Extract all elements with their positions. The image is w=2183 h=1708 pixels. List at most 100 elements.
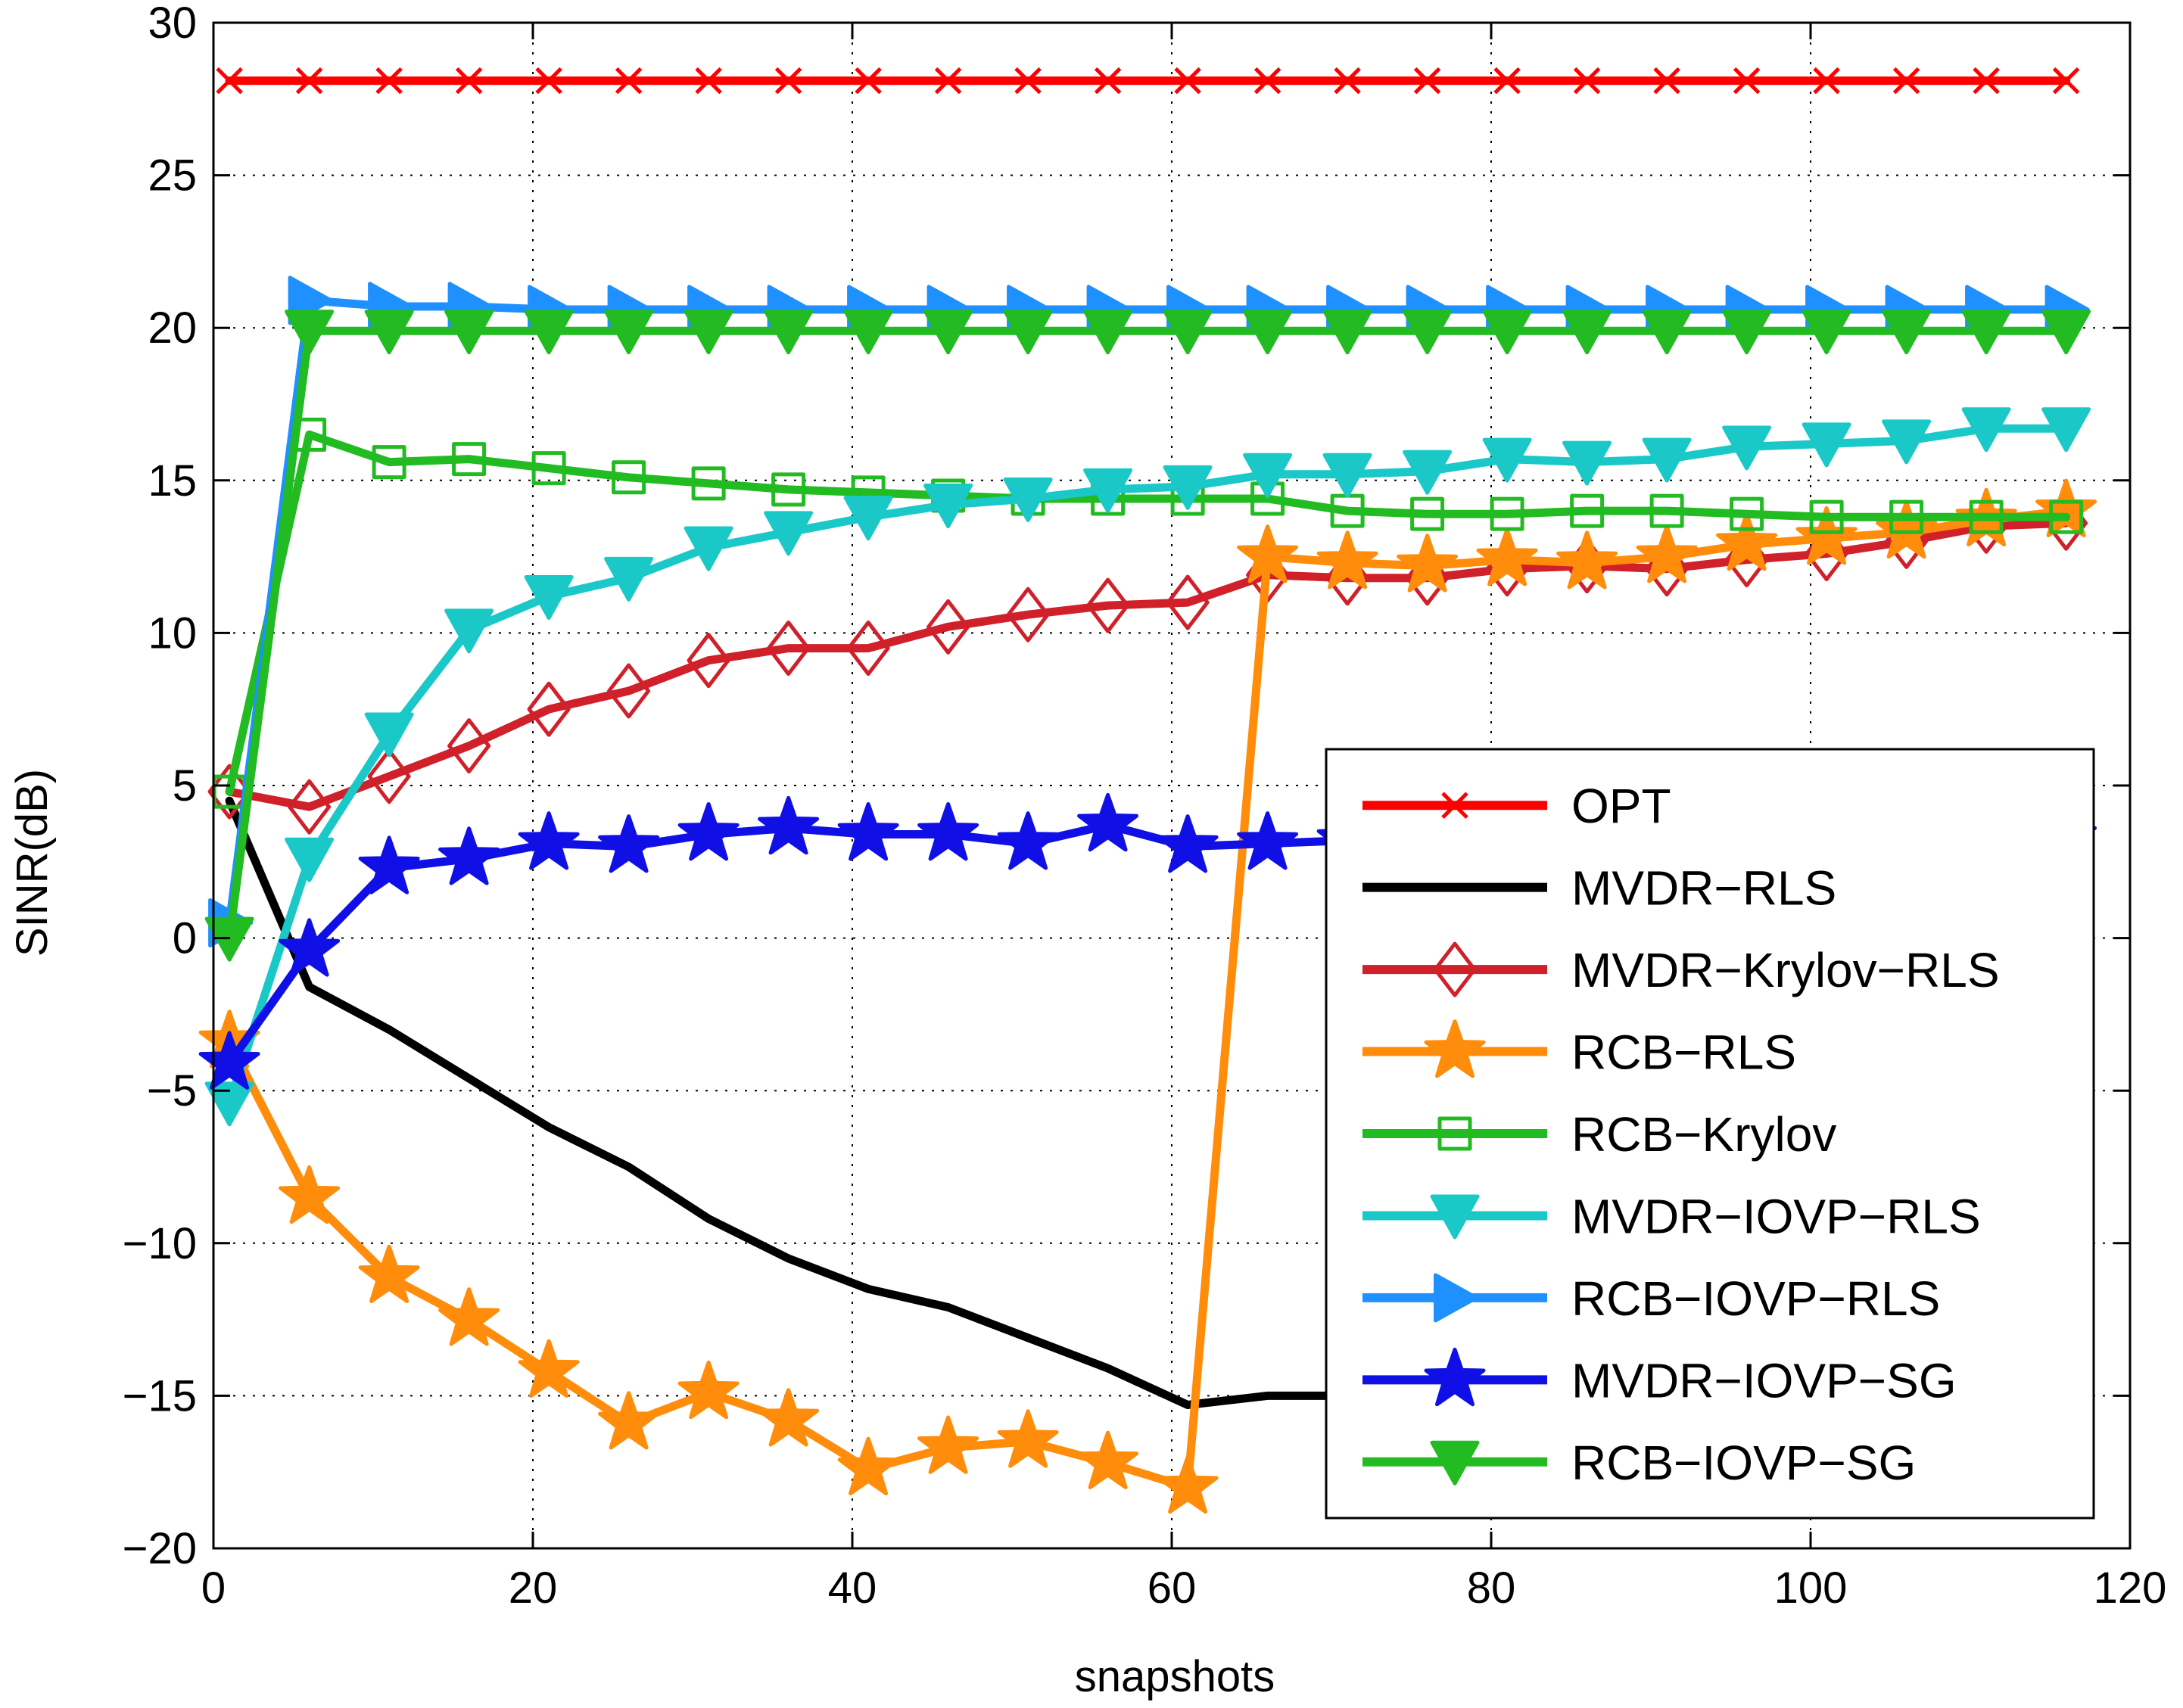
data-point-rcb-krylov [1889, 499, 1924, 534]
data-point-opt [1413, 67, 1441, 95]
data-point-opt [934, 67, 962, 95]
legend-marker [1430, 1194, 1480, 1240]
data-point-mvdr-iovp-rls [444, 608, 494, 654]
data-point-rcb-iovp-sg [1802, 310, 1851, 355]
data-point-rcb-rls [1795, 506, 1858, 565]
legend-marker [1430, 1440, 1480, 1486]
data-point-mvdr-iovp-rls [1642, 437, 1692, 483]
data-point-mvdr-iovp-rls [684, 526, 733, 571]
data-point-opt [1973, 67, 2000, 95]
data-point-mvdr-iovp-rls [604, 556, 654, 602]
legend-item-rcb-krylov: RCB−Krylov [1362, 1107, 1836, 1162]
data-point-mvdr-krylov-rls [447, 718, 491, 774]
data-point-mvdr-iovp-sg [1077, 792, 1139, 852]
series-opt [216, 67, 2080, 95]
data-point-mvdr-iovp-rls [1482, 437, 1532, 483]
data-point-rcb-rls [997, 1409, 1059, 1468]
data-point-mvdr-krylov-rls [1166, 574, 1210, 630]
data-point-rcb-rls [677, 1360, 740, 1420]
data-point-opt [1493, 67, 1521, 95]
data-point-opt [295, 67, 323, 95]
data-point-rcb-rls [279, 1165, 341, 1224]
axis-labels: snapshots SINR(dB) [8, 769, 1275, 1701]
y-tick-label: 10 [148, 608, 197, 658]
data-point-rcb-rls [1716, 512, 1778, 571]
data-point-rcb-krylov [531, 451, 566, 486]
data-point-rcb-iovp-sg [923, 310, 973, 355]
data-point-opt [1334, 67, 1361, 95]
x-tick-label: 100 [1774, 1563, 1848, 1613]
legend-item-mvdr-iovp-rls: MVDR−IOVP−RLS [1362, 1189, 1981, 1243]
data-point-mvdr-iovp-sg [837, 802, 899, 861]
data-point-mvdr-krylov-rls [367, 748, 411, 804]
data-point-opt [615, 67, 643, 95]
x-tick-label: 120 [2094, 1563, 2167, 1613]
data-point-rcb-iovp-sg [285, 310, 335, 355]
data-point-rcb-iovp-sg [444, 310, 494, 355]
legend-marker [1434, 1273, 1478, 1323]
data-point-mvdr-iovp-sg [997, 811, 1059, 870]
data-point-mvdr-iovp-sg [198, 1031, 260, 1090]
data-point-rcb-iovp-sg [1003, 310, 1053, 355]
data-point-rcb-krylov [2049, 499, 2084, 534]
data-point-rcb-rls [1476, 527, 1538, 586]
data-point-opt [1174, 67, 1201, 95]
series-rcb-iovp-sg [204, 310, 2091, 962]
data-point-rcb-krylov [612, 460, 646, 495]
data-point-rcb-iovp-sg [1562, 310, 1612, 355]
ticks: 0 20 40 60 80 100 120 −20 −15 −10 −5 0 5 10 15 20 25 30 [123, 0, 2167, 1613]
data-point-rcb-rls [1157, 1454, 1219, 1514]
data-point-rcb-iovp-sg [1482, 310, 1532, 355]
data-point-mvdr-iovp-sg [279, 918, 341, 977]
data-point-rcb-rls [837, 1436, 899, 1495]
data-point-opt [774, 67, 802, 95]
data-point-rcb-iovp-sg [1722, 310, 1772, 355]
data-point-opt [1733, 67, 1761, 95]
data-point-rcb-rls [1556, 530, 1618, 590]
data-point-mvdr-iovp-sg [1157, 814, 1219, 873]
data-point-mvdr-krylov-rls [288, 779, 332, 835]
data-point-rcb-iovp-sg [2041, 310, 2091, 355]
data-point-mvdr-krylov-rls [767, 621, 811, 677]
data-point-rcb-krylov [372, 445, 406, 480]
data-point-rcb-krylov [1649, 493, 1684, 528]
data-point-rcb-iovp-sg [684, 310, 733, 355]
data-point-mvdr-iovp-sg [758, 795, 820, 855]
data-point-mvdr-iovp-sg [598, 814, 660, 873]
data-point-rcb-rls [2035, 478, 2097, 537]
data-point-rcb-krylov [452, 442, 487, 477]
data-point-rcb-krylov [1570, 493, 1605, 528]
data-point-rcb-krylov [1490, 496, 1524, 531]
legend-label: RCB−IOVP−RLS [1571, 1271, 1940, 1326]
data-point-opt [1094, 67, 1122, 95]
data-point-mvdr-iovp-rls [2041, 407, 2091, 453]
y-tick-label: 15 [148, 456, 197, 506]
x-tick-label: 80 [1467, 1563, 1516, 1613]
x-tick-label: 40 [828, 1563, 877, 1613]
series-rcb-rls [198, 478, 2097, 1514]
data-point-mvdr-iovp-rls [1163, 465, 1213, 510]
data-point-mvdr-krylov-rls [687, 633, 730, 689]
legend: OPT MVDR−RLS MVDR−Krylov−RLS RCB−RLS RCB−Kry… [1325, 748, 2095, 1520]
legend-label: RCB−Krylov [1571, 1107, 1836, 1162]
data-point-rcb-krylov [1809, 499, 1844, 534]
data-point-rcb-rls [358, 1244, 420, 1303]
data-point-mvdr-krylov-rls [607, 663, 651, 719]
data-point-rcb-rls [917, 1415, 979, 1474]
data-point-rcb-rls [598, 1391, 660, 1450]
data-point-opt [375, 67, 403, 95]
legend-marker [1433, 941, 1477, 997]
data-point-opt [1014, 67, 1042, 95]
x-tick-label: 60 [1148, 1563, 1197, 1613]
data-point-mvdr-iovp-rls [1243, 453, 1293, 498]
series-mvdr-iovp-rls [204, 407, 2091, 1127]
data-point-opt [535, 67, 562, 95]
data-point-mvdr-iovp-rls [843, 496, 893, 541]
legend-item-mvdr-iovp-sg: MVDR−IOVP−SG [1362, 1347, 1957, 1408]
data-point-opt [1892, 67, 1920, 95]
legend-item-rcb-rls: RCB−RLS [1362, 1019, 1796, 1080]
data-point-rcb-rls [1636, 524, 1698, 583]
y-tick-label: 20 [148, 303, 197, 353]
y-tick-label: 30 [148, 0, 197, 48]
y-tick-label: −15 [123, 1371, 197, 1420]
